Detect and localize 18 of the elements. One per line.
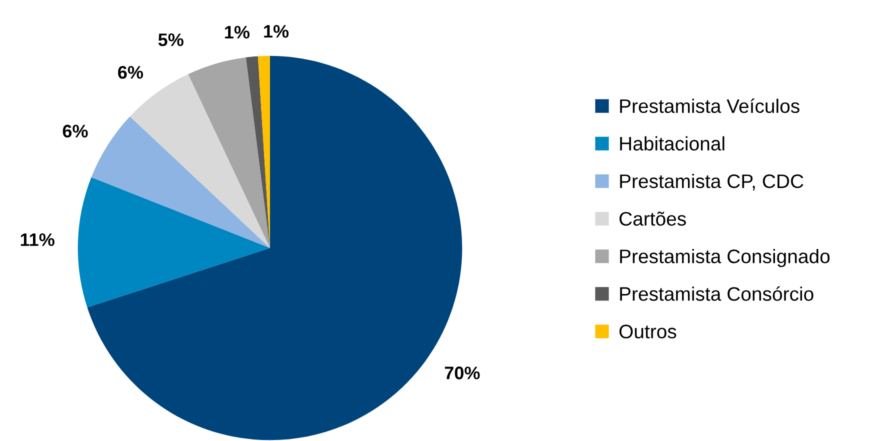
legend-label: Prestamista Consignado <box>620 249 830 268</box>
legend-label: Prestamista Veículos <box>620 98 800 114</box>
data-label: 5% <box>158 33 184 46</box>
data-label: 1% <box>264 24 289 38</box>
pie-slice <box>91 116 270 248</box>
data-label: 1% <box>225 26 250 39</box>
pie-slice <box>78 177 270 308</box>
pie-slice <box>188 57 270 248</box>
legend-label: Prestamista Consórcio <box>620 286 814 301</box>
data-label: 6% <box>118 66 144 79</box>
legend-label: Cartões <box>620 212 686 226</box>
legend-label: Habitacional <box>620 136 724 151</box>
data-label: 6% <box>62 124 88 138</box>
pie-slice <box>246 56 270 248</box>
legend-label: Outros <box>619 324 676 338</box>
data-label: 11% <box>20 233 54 246</box>
legend-label: Prestamista CP, CDC <box>620 174 804 190</box>
data-label: 70% <box>444 366 480 380</box>
